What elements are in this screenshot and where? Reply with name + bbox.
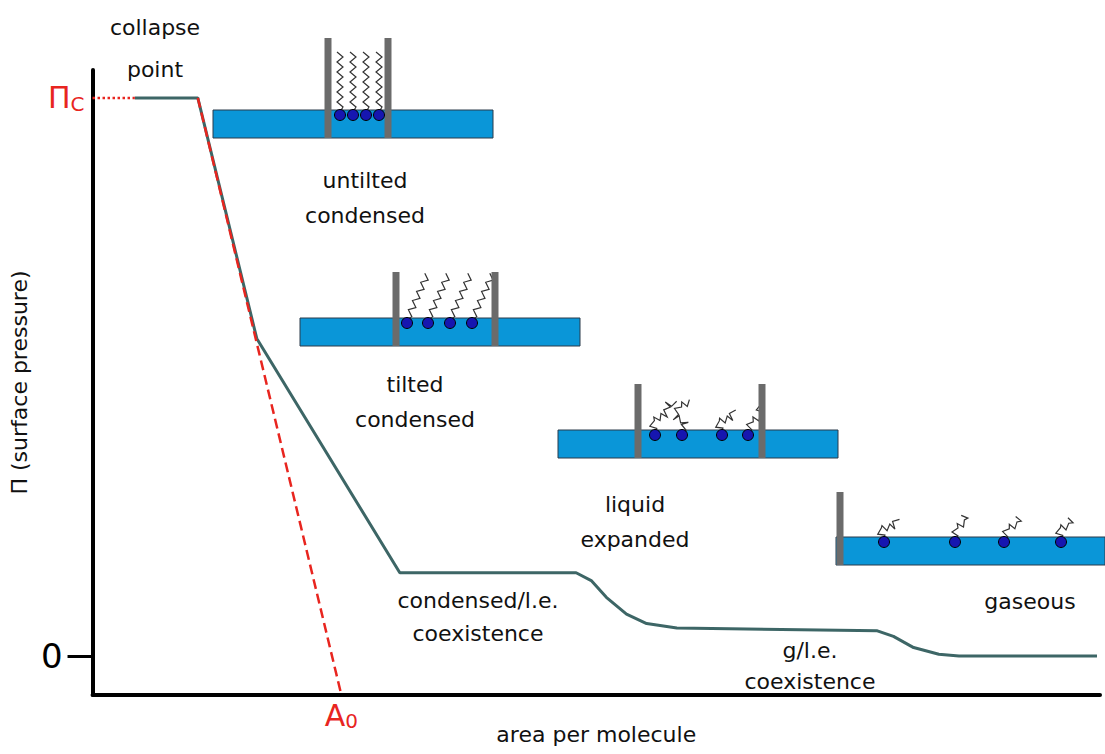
svg-text:coexistence: coexistence bbox=[744, 669, 875, 694]
svg-text:expanded: expanded bbox=[580, 527, 689, 552]
svg-text:untilted: untilted bbox=[323, 168, 408, 193]
svg-text:area per molecule: area per molecule bbox=[496, 722, 696, 747]
svg-text:liquid: liquid bbox=[605, 492, 665, 517]
svg-text:condensed: condensed bbox=[355, 407, 475, 432]
svg-text:coexistence: coexistence bbox=[412, 621, 543, 646]
svg-text:Π: Π bbox=[48, 80, 71, 115]
svg-text:Π (surface pressure): Π (surface pressure) bbox=[7, 270, 32, 494]
svg-text:A: A bbox=[325, 698, 346, 733]
svg-text:tilted: tilted bbox=[387, 372, 444, 397]
svg-text:point: point bbox=[127, 57, 183, 82]
svg-text:condensed/l.e.: condensed/l.e. bbox=[398, 588, 559, 613]
svg-text:0: 0 bbox=[345, 709, 358, 733]
svg-text:gaseous: gaseous bbox=[984, 589, 1075, 614]
svg-text:C: C bbox=[71, 92, 85, 116]
svg-text:g/l.e.: g/l.e. bbox=[782, 638, 837, 663]
svg-text:condensed: condensed bbox=[305, 203, 425, 228]
svg-text:0: 0 bbox=[41, 636, 63, 676]
svg-text:collapse: collapse bbox=[110, 15, 200, 40]
